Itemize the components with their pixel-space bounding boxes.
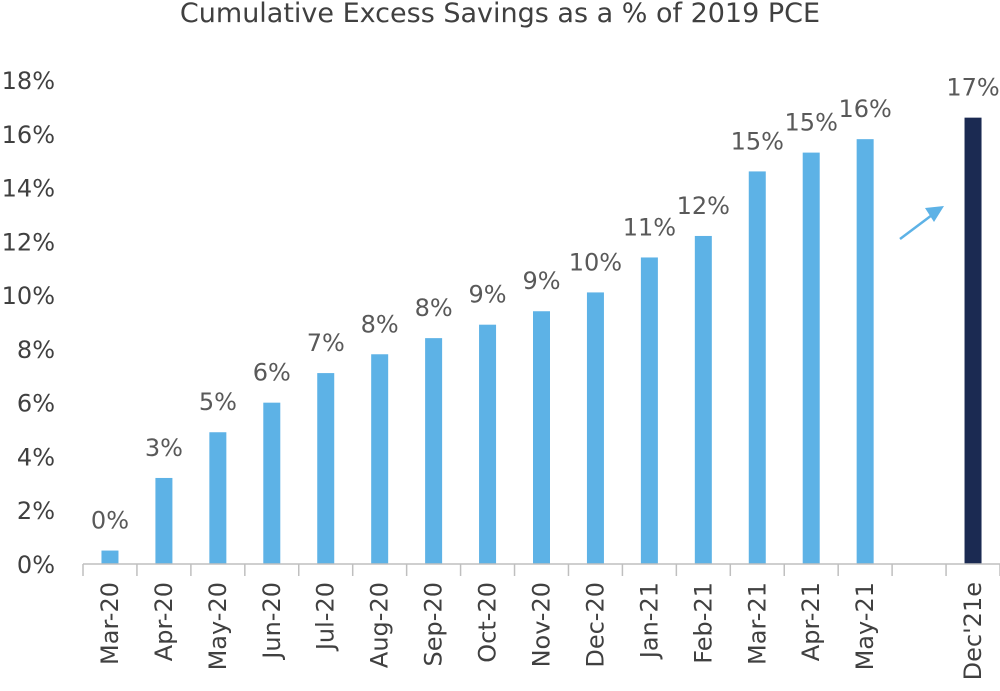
y-tick-label: 10% [2,282,55,310]
x-axis [82,563,1000,576]
data-label: 15% [731,127,784,155]
bar [694,235,712,564]
bar [155,477,173,564]
data-labels: 0%3%5%6%7%8%8% 9% 9%10%11%12%15%15% 16%17% [91,74,1000,535]
y-tick-label: 18% [2,67,55,95]
data-label: 12% [677,192,730,220]
x-tick-label: Apr-21 [797,582,825,661]
bar [856,139,874,564]
bar [748,171,766,564]
bar [640,257,658,564]
x-tick-label: Apr-20 [150,582,178,661]
x-tick-label: Oct-20 [474,582,502,663]
data-label: 8% [361,310,399,338]
y-tick-label: 2% [17,497,55,525]
bar [371,354,389,564]
x-tick-label: Jan-21 [635,582,663,660]
y-tick-label: 16% [2,121,55,149]
data-label: 0% [91,507,129,535]
x-tick-label: Mar-21 [743,582,771,665]
x-axis-labels: Mar-20 Apr-20 May-20 Jun-20 Jul-20 Aug-20 Sep-… [96,582,987,680]
bar [964,117,982,565]
x-tick-label: Aug-20 [366,582,394,668]
arrow-shaft [899,214,933,240]
data-label: 5% [199,388,237,416]
x-tick-label: May-20 [204,582,232,670]
bar [101,550,119,564]
data-label: 16% [838,95,891,123]
bar [533,311,550,564]
data-label: 17% [946,74,999,102]
data-label: 8% [415,294,453,322]
data-label: 6% [253,359,291,387]
x-tick-label: Mar-20 [96,582,124,665]
x-tick-label: Nov-20 [528,582,556,667]
data-label: 15% [785,109,838,137]
x-tick-label: Jun-20 [258,582,286,661]
bar [425,338,443,564]
y-tick-label: 6% [17,390,55,418]
x-tick-label: Jul-20 [312,582,340,652]
data-label: 7% [307,329,345,357]
x-tick-label: Dec'21e [959,582,987,680]
trend-arrow-icon [899,206,944,240]
data-label: 10% [569,248,622,276]
chart-title: Cumulative Excess Savings as a % of 2019… [179,0,821,29]
data-label: 9% [469,281,507,309]
bar [802,152,820,564]
data-label: 9% [522,267,560,295]
data-label: 3% [145,434,183,462]
arrow-head [925,206,944,222]
data-label: 11% [623,213,676,241]
y-tick-label: 4% [17,443,55,471]
bar [586,292,604,564]
bars [101,117,982,565]
bar [209,432,227,564]
x-tick-label: Dec-20 [581,582,609,668]
y-tick-label: 14% [2,175,55,203]
bar [263,402,281,564]
x-tick-label: Feb-21 [689,582,717,664]
x-tick-label: May-21 [851,582,879,670]
bar [479,324,497,564]
x-tick-label: Sep-20 [420,582,448,666]
y-tick-label: 8% [17,336,55,364]
y-tick-label: 0% [17,551,55,579]
y-axis-ticks: 0% 2% 4% 6% 8% 10% 12% 14% 16% 18% [2,67,55,579]
y-tick-label: 12% [2,228,55,256]
bar [317,373,335,564]
